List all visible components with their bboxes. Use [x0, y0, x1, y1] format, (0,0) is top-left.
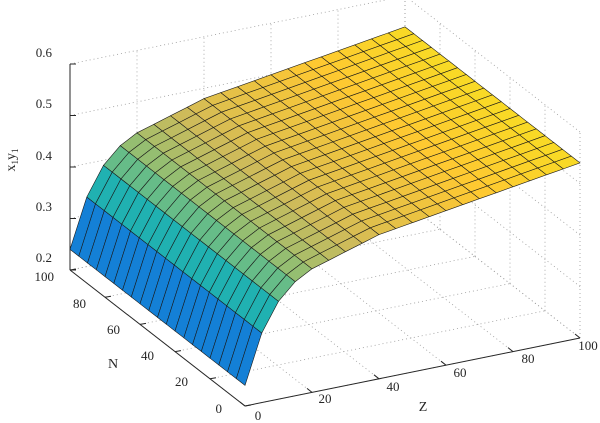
y-tick	[139, 322, 147, 325]
y-tick-label: 80	[73, 296, 86, 311]
y-tick	[209, 377, 217, 380]
x-tick-label: 60	[454, 365, 467, 380]
z-axis-label-base: x	[4, 165, 19, 172]
y-axis-label: N	[108, 357, 118, 372]
x-tick	[239, 401, 246, 407]
y-tick-labels: 0 20 40 60 80 100	[35, 269, 223, 416]
y-tick-label: 0	[216, 401, 223, 416]
x-tick-label: 80	[522, 351, 535, 366]
y-axis-line	[69, 269, 246, 407]
x-tick-label: 40	[387, 379, 400, 394]
y-tick	[104, 295, 112, 298]
z-tick-label: 0.3	[36, 199, 52, 214]
grid-line	[409, 0, 581, 133]
grid-line	[69, 0, 388, 65]
x-tick	[440, 360, 447, 366]
z-tick-label: 0.5	[36, 96, 52, 111]
y-tick-label: 20	[175, 374, 188, 389]
grid-line	[404, 201, 581, 339]
y-tick-label: 60	[107, 322, 120, 337]
x-tick	[306, 388, 313, 393]
z-axis-label: x1y1	[4, 149, 20, 172]
y-tick	[244, 404, 252, 407]
z-tick-label: 0.4	[36, 148, 53, 163]
x-axis-line	[244, 337, 581, 407]
surface-cell	[553, 155, 581, 170]
z-axis-label-sub1: 1	[10, 160, 20, 165]
y-tick-label: 100	[35, 269, 55, 284]
x-tick	[574, 333, 581, 339]
x-tick-label: 0	[255, 408, 262, 423]
x-tick-label: 20	[319, 391, 332, 406]
x-tick	[373, 374, 380, 380]
x-tick-labels: 0 20 40 60 80 100	[255, 338, 598, 423]
z-tick-labels: 0.2 0.3 0.4 0.5 0.6	[36, 45, 53, 265]
axes-layer	[69, 63, 581, 407]
z-tick-label: 0.2	[36, 250, 52, 265]
y-tick	[174, 350, 182, 353]
z-axis-label-mid: y	[4, 153, 19, 160]
z-tick-label: 0.6	[36, 45, 53, 60]
x-axis-label: Z	[419, 400, 428, 415]
grid-line	[209, 310, 546, 380]
y-tick-label: 40	[141, 348, 154, 363]
surface-mesh	[69, 26, 581, 386]
z-axis-label-sub2: 1	[10, 149, 20, 154]
x-tick	[507, 347, 514, 352]
x-tick-label: 100	[578, 338, 598, 353]
